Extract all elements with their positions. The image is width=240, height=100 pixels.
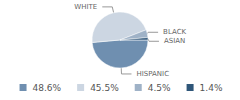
svg-text:WHITE: WHITE (74, 3, 97, 11)
svg-text:BLACK: BLACK (163, 28, 186, 36)
svg-text:45.5%: 45.5% (90, 83, 119, 93)
svg-text:4.5%: 4.5% (148, 83, 171, 93)
svg-text:1.4%: 1.4% (200, 83, 223, 93)
svg-text:ASIAN: ASIAN (164, 37, 185, 45)
svg-text:HISPANIC: HISPANIC (136, 70, 169, 78)
svg-text:48.6%: 48.6% (33, 83, 62, 93)
